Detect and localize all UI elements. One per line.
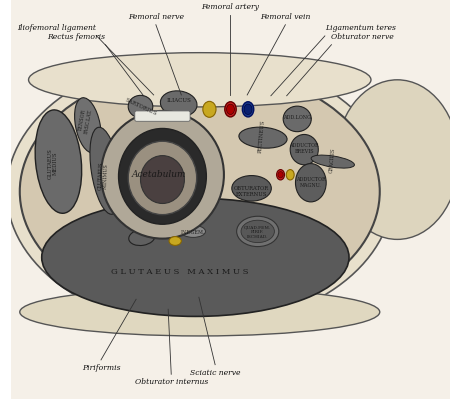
Ellipse shape [20, 288, 380, 336]
Text: OBTURATOR
EXTERNUS: OBTURATOR EXTERNUS [234, 186, 269, 197]
Text: ILIACUS: ILIACUS [166, 98, 191, 103]
Ellipse shape [129, 229, 155, 245]
FancyBboxPatch shape [135, 111, 190, 121]
Text: Acetabulum: Acetabulum [132, 170, 187, 179]
Text: ADDUCTOR
BREVIS: ADDUCTOR BREVIS [289, 143, 319, 154]
Ellipse shape [290, 134, 318, 165]
Text: Femoral artery: Femoral artery [202, 3, 260, 11]
Ellipse shape [226, 104, 234, 115]
Ellipse shape [232, 176, 271, 201]
Ellipse shape [277, 170, 284, 180]
Ellipse shape [7, 56, 393, 327]
Text: Piriformis: Piriformis [82, 364, 120, 372]
Ellipse shape [169, 237, 181, 245]
Ellipse shape [278, 172, 283, 178]
Text: GLUTAEUS
MINIMUS: GLUTAEUS MINIMUS [97, 162, 109, 191]
Text: Obturator nerve: Obturator nerve [332, 33, 394, 41]
Ellipse shape [241, 220, 274, 243]
Ellipse shape [118, 128, 207, 224]
FancyBboxPatch shape [11, 0, 450, 399]
Text: GLUTAEUS
MEDIUS: GLUTAEUS MEDIUS [47, 148, 58, 179]
Text: Ligamentum teres: Ligamentum teres [325, 24, 396, 32]
Ellipse shape [35, 110, 82, 213]
Ellipse shape [42, 198, 349, 316]
Ellipse shape [28, 53, 371, 107]
Ellipse shape [237, 216, 279, 247]
Text: SARTORIUS: SARTORIUS [124, 97, 158, 116]
Text: G L U T A E U S   M A X I M U S: G L U T A E U S M A X I M U S [111, 268, 249, 276]
Ellipse shape [75, 98, 101, 153]
Text: Rectus femoris: Rectus femoris [47, 33, 105, 41]
Ellipse shape [311, 155, 355, 168]
Text: ADDUCTOR
MAGNU.: ADDUCTOR MAGNU. [296, 177, 326, 188]
Ellipse shape [101, 111, 224, 239]
Text: GRACILIS: GRACILIS [329, 148, 337, 173]
Text: Sciatic nerve: Sciatic nerve [190, 369, 240, 377]
Ellipse shape [160, 91, 197, 117]
Ellipse shape [128, 141, 197, 215]
Ellipse shape [20, 68, 380, 315]
Text: PECTINEUS: PECTINEUS [258, 120, 266, 153]
Text: INF.GEM.: INF.GEM. [181, 230, 206, 235]
Ellipse shape [203, 101, 216, 117]
Text: TENSOR
FASC.LAT.: TENSOR FASC.LAT. [78, 107, 93, 134]
Ellipse shape [90, 127, 121, 214]
Ellipse shape [239, 127, 287, 148]
Ellipse shape [243, 102, 254, 117]
Text: Iliofemoral ligament: Iliofemoral ligament [18, 24, 97, 32]
Ellipse shape [283, 106, 311, 132]
Ellipse shape [336, 80, 450, 239]
Ellipse shape [244, 104, 252, 115]
Text: ADD.LONG.: ADD.LONG. [283, 115, 312, 120]
Text: QUAD.FEM.
PIRIF.
ISCHIAD.: QUAD.FEM. PIRIF. ISCHIAD. [244, 225, 271, 239]
Text: Obturator internus: Obturator internus [135, 378, 208, 386]
Ellipse shape [181, 225, 206, 237]
Text: Femoral vein: Femoral vein [260, 13, 310, 21]
Text: Femoral nerve: Femoral nerve [128, 13, 184, 21]
Ellipse shape [128, 95, 153, 118]
Ellipse shape [286, 170, 294, 180]
Ellipse shape [296, 164, 326, 202]
Ellipse shape [225, 102, 236, 117]
Ellipse shape [140, 156, 184, 203]
